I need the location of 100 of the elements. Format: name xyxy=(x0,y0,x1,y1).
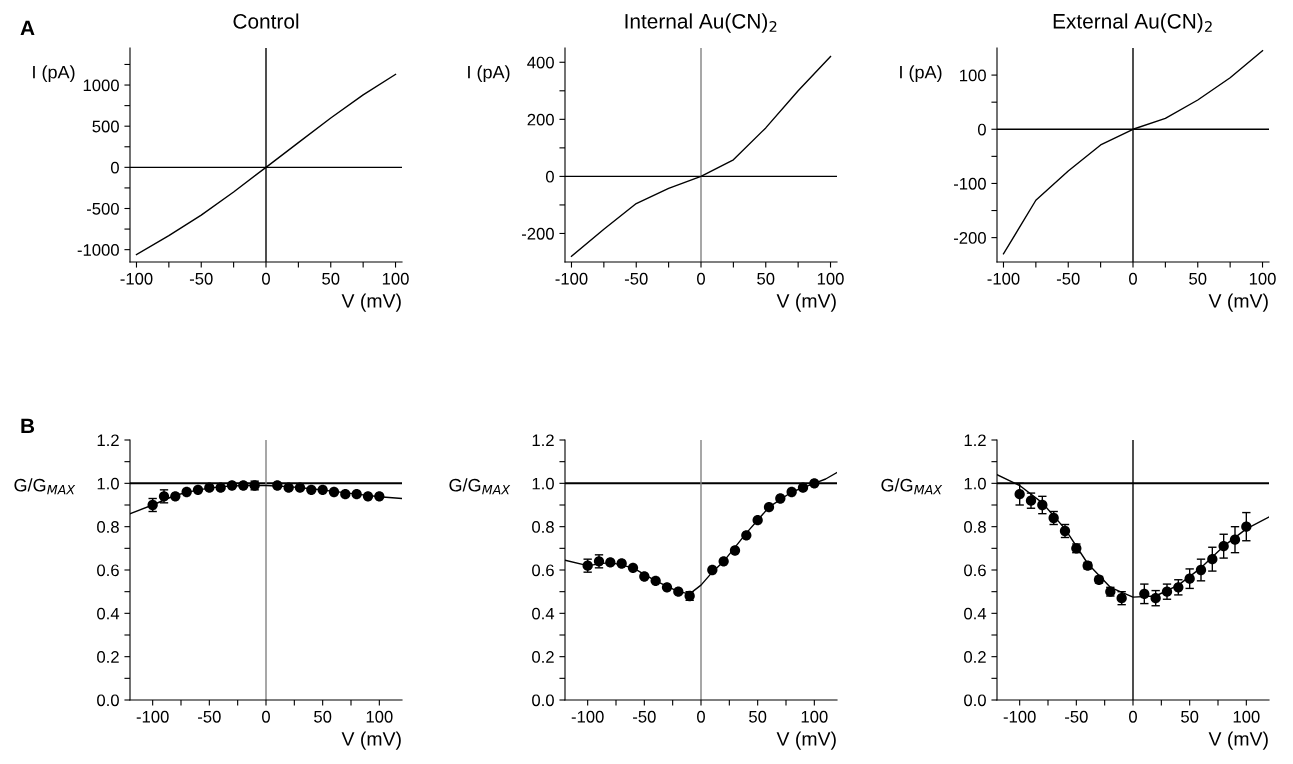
y-tick-label: 1.2 xyxy=(964,434,986,447)
x-tick-label: -100 xyxy=(120,272,153,285)
point xyxy=(661,582,673,593)
x-tick-label: -50 xyxy=(633,710,656,723)
point xyxy=(272,480,283,491)
x-tick-label: -100 xyxy=(1003,710,1036,723)
point xyxy=(1195,564,1207,576)
y-axis-title: G/G$_{MAX}$ xyxy=(449,478,511,495)
y-tick-label: 1.2 xyxy=(97,434,119,447)
y-tick-label: 0.6 xyxy=(97,564,119,577)
x-tick-label: -100 xyxy=(987,272,1020,285)
y-tick-label: -200 xyxy=(521,227,554,240)
point xyxy=(1139,588,1150,599)
point xyxy=(775,493,786,504)
point xyxy=(1229,534,1241,545)
y-tick-label: 0.2 xyxy=(964,651,986,663)
point xyxy=(673,586,684,597)
point xyxy=(650,575,661,586)
y-tick-label: 1.2 xyxy=(532,434,554,447)
y-tick-label: 0.4 xyxy=(97,607,120,620)
y-tick-label: -1000 xyxy=(77,244,119,256)
x-tick-label: 100 xyxy=(366,710,393,723)
point xyxy=(627,562,639,573)
x-tick-label: 100 xyxy=(1249,272,1276,285)
x-tick-label: 0 xyxy=(262,710,270,723)
point xyxy=(226,480,238,491)
x-tick-label: 100 xyxy=(382,272,409,285)
x-tick-label: 50 xyxy=(1181,710,1199,723)
y-tick-label: 400 xyxy=(527,56,554,69)
point xyxy=(351,489,362,500)
point xyxy=(192,484,204,495)
y-tick-label: 0.8 xyxy=(532,521,554,533)
x-tick-label: -50 xyxy=(1056,272,1080,285)
y-tick-label: 0.2 xyxy=(97,651,119,663)
point xyxy=(605,557,616,568)
point xyxy=(215,482,226,493)
y-tick-label: 100 xyxy=(960,69,986,82)
y-axis-title: G/G$_{MAX}$ xyxy=(881,478,943,495)
point xyxy=(741,530,752,541)
point xyxy=(238,480,249,491)
y-axis-title: I (pA) xyxy=(468,65,510,83)
point xyxy=(729,545,741,556)
y-tick-label: 0.6 xyxy=(964,564,986,577)
point xyxy=(328,486,340,498)
chart-title: Control xyxy=(233,13,299,29)
point xyxy=(1218,541,1229,552)
point xyxy=(317,484,328,495)
chart-title: External Au(CN)$_{2}$ xyxy=(1053,13,1212,33)
point xyxy=(1150,593,1161,604)
x-tick-label: 50 xyxy=(749,710,767,723)
point xyxy=(283,482,294,493)
x-tick-label: -100 xyxy=(555,272,588,285)
x-tick-label: 0 xyxy=(1129,272,1137,285)
y-tick-label: 0.8 xyxy=(964,521,986,533)
x-tick-label: -50 xyxy=(624,272,648,285)
x-tick-label: 50 xyxy=(322,272,340,285)
x-axis-title: V (mV) xyxy=(1208,293,1268,312)
y-axis-title: G/G$_{MAX}$ xyxy=(14,478,76,495)
y-tick-label: -100 xyxy=(953,177,986,190)
y-tick-label: 0.4 xyxy=(532,607,555,620)
x-tick-label: 0 xyxy=(262,272,270,285)
point xyxy=(170,491,181,502)
chart-title: Internal Au(CN)$_{2}$ xyxy=(625,13,777,33)
x-axis-title: V (mV) xyxy=(776,731,836,750)
point xyxy=(1014,489,1025,500)
point xyxy=(809,478,820,489)
y-tick-label: 0.6 xyxy=(532,564,554,577)
x-axis-title: V (mV) xyxy=(341,293,401,312)
point xyxy=(752,515,763,526)
point xyxy=(362,491,374,502)
x-tick-label: 100 xyxy=(1233,710,1260,723)
text: A xyxy=(20,20,35,36)
point xyxy=(786,486,797,498)
x-axis-title: V (mV) xyxy=(1208,731,1268,750)
x-tick-label: 0 xyxy=(697,710,705,723)
x-tick-label: -100 xyxy=(136,710,169,723)
y-tick-label: -200 xyxy=(953,232,986,244)
x-tick-label: 50 xyxy=(1189,272,1207,285)
x-tick-label: 50 xyxy=(314,710,332,723)
x-tick-label: 0 xyxy=(697,272,705,285)
point xyxy=(204,482,215,493)
point xyxy=(763,502,775,513)
y-tick-label: 200 xyxy=(527,113,554,126)
y-tick-label: 0.4 xyxy=(964,607,987,620)
x-tick-label: 50 xyxy=(757,272,775,285)
y-tick-label: 1000 xyxy=(83,79,119,92)
x-tick-label: 100 xyxy=(801,710,828,723)
y-tick-label: 0 xyxy=(545,170,554,183)
point xyxy=(1184,573,1195,584)
point xyxy=(616,558,627,569)
point xyxy=(639,571,650,582)
y-axis-title: I (pA) xyxy=(900,65,942,83)
point xyxy=(340,489,351,500)
point xyxy=(797,482,809,493)
point xyxy=(1037,499,1048,511)
point xyxy=(306,484,317,495)
x-axis-title: V (mV) xyxy=(341,731,401,750)
point xyxy=(707,564,718,576)
y-tick-label: 0 xyxy=(977,123,986,136)
y-tick-label: 0.0 xyxy=(964,694,986,707)
